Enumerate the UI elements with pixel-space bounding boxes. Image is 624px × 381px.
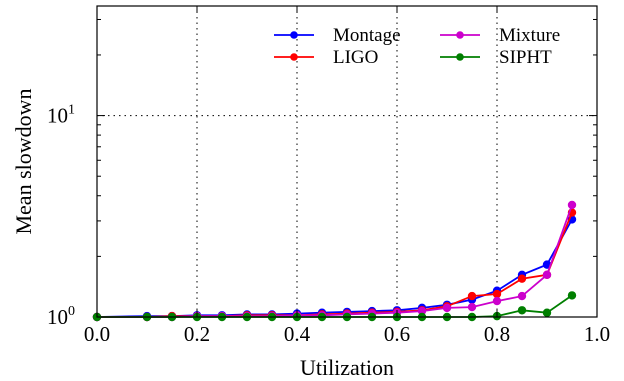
legend-swatch-marker-sipht	[456, 53, 464, 61]
data-point-mixture	[517, 291, 527, 301]
legend-label-sipht: SIPHT	[499, 47, 552, 68]
data-point-ligo	[517, 274, 527, 283]
gridlines	[97, 6, 597, 317]
y-tick-exponent: 0	[68, 304, 75, 319]
legend-item-montage: Montage	[274, 25, 401, 46]
data-point-sipht	[542, 308, 552, 317]
data-point-sipht	[517, 306, 527, 315]
legend-label-mixture: Mixture	[499, 25, 560, 46]
legend-label-montage: Montage	[333, 25, 401, 46]
x-tick-label: 0.2	[184, 322, 210, 346]
legend-swatch-marker-montage	[290, 31, 298, 39]
x-tick-label: 1.0	[584, 322, 610, 346]
x-tick-label: 0.6	[384, 322, 410, 346]
data-point-mixture	[442, 303, 452, 313]
data-point-ligo	[492, 289, 502, 299]
axis-ticks	[96, 6, 598, 318]
y-axis-title: Mean slowdown	[11, 88, 36, 234]
data-point-mixture	[492, 296, 502, 306]
data-point-sipht	[567, 291, 577, 300]
x-tick-label: 0.4	[284, 322, 311, 346]
y-tick-exponent: 1	[68, 103, 75, 118]
x-tick-label: 0.0	[84, 322, 110, 346]
data-point-ligo	[467, 291, 477, 301]
data-point-mixture	[542, 270, 552, 280]
legend-item-mixture: Mixture	[440, 25, 560, 46]
legend-swatch-marker-ligo	[290, 53, 298, 61]
x-tick-label: 0.8	[484, 322, 510, 346]
plot-frame	[96, 5, 598, 318]
legend-label-ligo: LIGO	[333, 47, 378, 68]
x-axis-title: Utilization	[300, 355, 394, 380]
legend-item-ligo: LIGO	[274, 47, 378, 68]
data-point-mixture	[567, 200, 577, 210]
legend-item-sipht: SIPHT	[440, 47, 552, 68]
x-axis-tick-labels: 0.0 0.2 0.4 0.6 0.8 1.0	[84, 322, 610, 346]
data-point-mixture	[467, 302, 477, 312]
legend-swatch-marker-mixture	[456, 31, 464, 39]
